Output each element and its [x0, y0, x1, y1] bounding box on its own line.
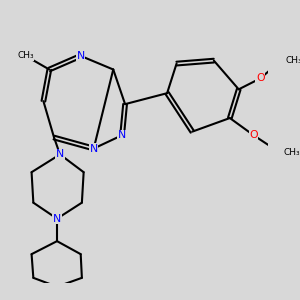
Text: N: N: [56, 149, 64, 159]
Text: N: N: [118, 130, 126, 140]
Text: CH₃: CH₃: [17, 51, 34, 60]
Text: CH₃: CH₃: [285, 56, 300, 65]
Text: N: N: [90, 143, 98, 154]
Text: O: O: [249, 130, 258, 140]
Text: N: N: [53, 214, 61, 224]
Text: N: N: [76, 51, 85, 61]
Text: O: O: [256, 74, 265, 83]
Text: CH₃: CH₃: [284, 148, 300, 157]
